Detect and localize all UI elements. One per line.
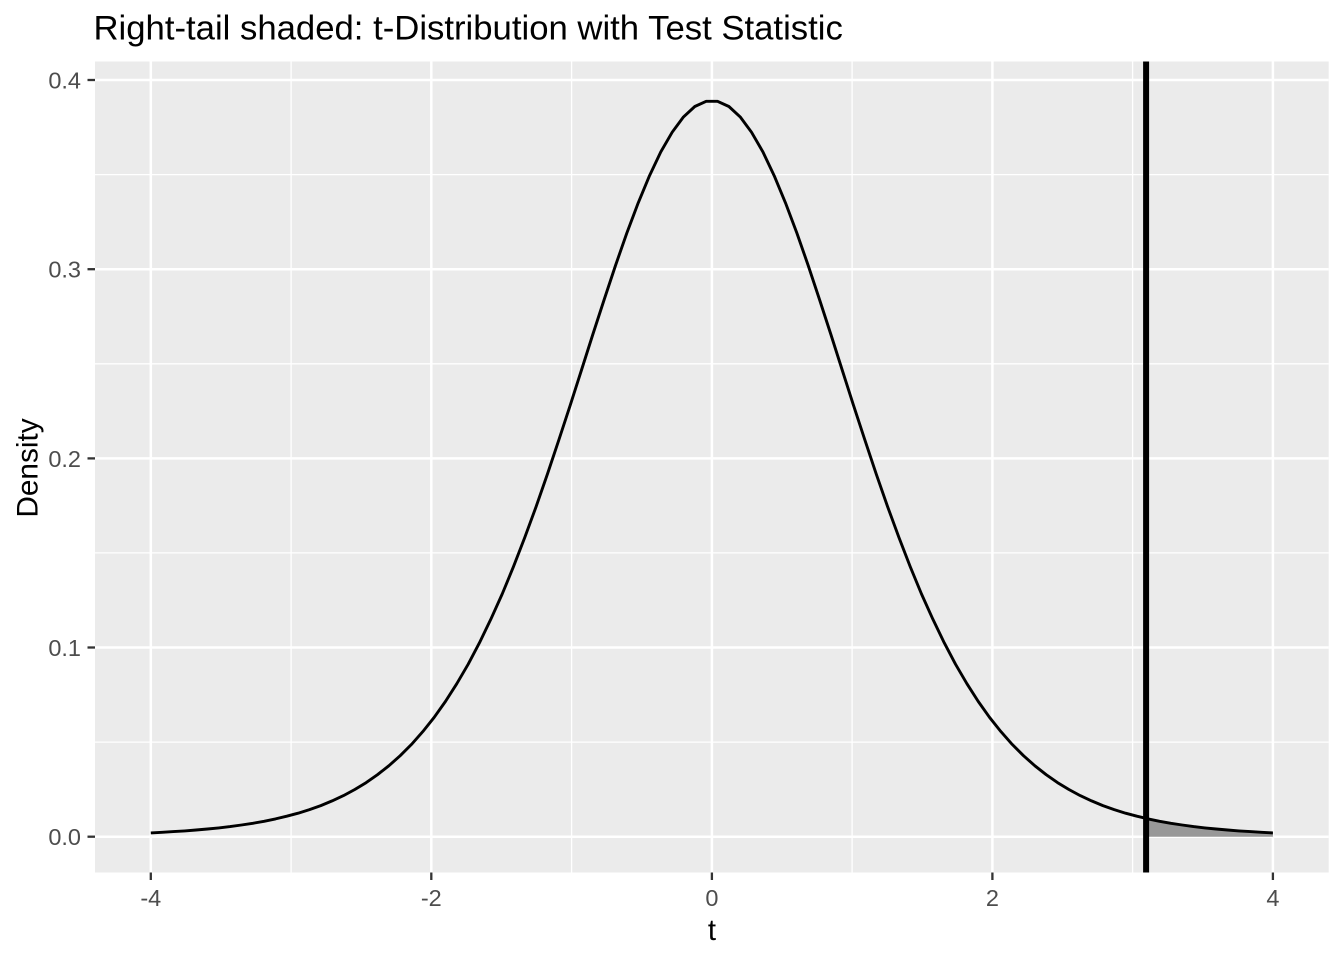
- svg-text:2: 2: [986, 885, 999, 911]
- svg-text:-4: -4: [140, 885, 161, 911]
- svg-text:4: 4: [1266, 885, 1279, 911]
- svg-text:-2: -2: [421, 885, 442, 911]
- svg-text:Density: Density: [12, 418, 45, 517]
- svg-text:t: t: [708, 914, 716, 947]
- svg-text:0: 0: [705, 885, 718, 911]
- svg-text:0.0: 0.0: [48, 824, 81, 850]
- svg-text:0.4: 0.4: [48, 67, 81, 93]
- svg-text:Right-tail shaded: t-Distribut: Right-tail shaded: t-Distribution with T…: [94, 10, 843, 48]
- svg-text:0.3: 0.3: [48, 257, 81, 283]
- svg-text:0.2: 0.2: [48, 446, 81, 472]
- svg-text:0.1: 0.1: [48, 635, 81, 661]
